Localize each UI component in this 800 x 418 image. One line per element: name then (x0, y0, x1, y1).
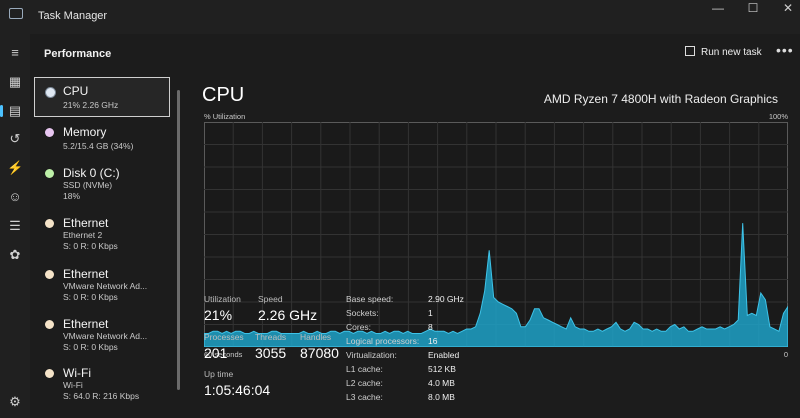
ethernet-dot-icon (45, 320, 54, 329)
minimize-button[interactable]: — (712, 1, 724, 15)
processes-icon[interactable]: ▦ (8, 74, 22, 89)
device-disk[interactable]: Disk 0 (C:) SSD (NVMe) 18% (34, 159, 170, 203)
device-wifi[interactable]: Wi-Fi Wi-Fi S: 64.0 R: 216 Kbps (34, 359, 170, 403)
device-list: CPU 21% 2.26 GHz Memory 5.2/15.4 GB (34%… (34, 76, 174, 418)
device-name: Ethernet (63, 267, 109, 281)
device-cpu[interactable]: CPU 21% 2.26 GHz (34, 77, 170, 117)
utilization-axis-label: % Utilization (204, 112, 246, 121)
device-detail: S: 0 R: 0 Kbps (63, 342, 118, 352)
spec-key: Base speed: (346, 294, 394, 304)
processor-name: AMD Ryzen 7 4800H with Radeon Graphics (543, 92, 778, 106)
device-detail: SSD (NVMe) (63, 180, 113, 190)
speed-label: Speed (258, 294, 283, 304)
device-detail: 18% (63, 191, 81, 201)
device-detail: S: 0 R: 0 Kbps (63, 292, 118, 302)
device-name: Disk 0 (C:) (63, 166, 120, 180)
utilization-label: Utilization (204, 294, 241, 304)
panel-title: CPU (202, 84, 245, 106)
graph-grid (204, 122, 788, 347)
uptime-label: Up time (204, 369, 234, 379)
left-navigation: ≡ ▦ ▤ ↺ ⚡ ☺ ☰ ✿ ⚙ (0, 34, 30, 418)
device-detail: S: 0 R: 0 Kbps (63, 241, 118, 251)
spec-value: 8 (428, 322, 433, 332)
device-detail: 21% 2.26 GHz (63, 100, 119, 110)
details-icon[interactable]: ☰ (9, 218, 21, 233)
window-title: Task Manager (38, 10, 108, 22)
device-detail: VMware Network Ad... (63, 281, 148, 291)
spec-key: Sockets: (346, 308, 379, 318)
max-percent-label: 100% (768, 112, 788, 121)
device-detail: Wi-Fi (63, 380, 83, 390)
disk-dot-icon (45, 169, 54, 178)
device-ethernet-1[interactable]: Ethernet Ethernet 2 S: 0 R: 0 Kbps (34, 209, 170, 253)
spec-key: L1 cache: (346, 364, 383, 374)
device-ethernet-3[interactable]: Ethernet VMware Network Ad... S: 0 R: 0 … (34, 310, 170, 354)
device-memory[interactable]: Memory 5.2/15.4 GB (34%) (34, 118, 170, 158)
device-detail: 5.2/15.4 GB (34%) (63, 141, 134, 151)
device-name: Memory (63, 125, 107, 139)
app-history-icon[interactable]: ↺ (9, 131, 21, 146)
time-span-label: 60 seconds (204, 350, 243, 359)
cpu-utilization-graph (204, 122, 788, 347)
device-detail: S: 64.0 R: 216 Kbps (63, 391, 140, 401)
spec-key: Cores: (346, 322, 372, 332)
processes-value: 201 (204, 345, 228, 361)
spec-key: L3 cache: (346, 392, 383, 402)
title-bar: Task Manager — ☐ ✕ (0, 0, 800, 34)
spec-value: Enabled (428, 350, 460, 360)
device-detail: Ethernet 2 (63, 230, 103, 240)
ethernet-dot-icon (45, 270, 54, 279)
spec-value: 2.90 GHz (428, 294, 464, 304)
cpu-dot-icon (45, 87, 56, 98)
run-new-task-button[interactable]: Run new task (685, 43, 762, 63)
settings-icon[interactable]: ⚙ (9, 394, 21, 409)
task-manager-icon (9, 8, 23, 19)
run-task-icon (685, 46, 695, 56)
spec-key: Logical processors: (346, 336, 420, 346)
device-ethernet-2[interactable]: Ethernet VMware Network Ad... S: 0 R: 0 … (34, 260, 170, 304)
users-icon[interactable]: ☺ (8, 189, 22, 204)
maximize-button[interactable]: ☐ (747, 1, 759, 15)
services-icon[interactable]: ✿ (9, 247, 21, 262)
device-list-scrollbar[interactable] (177, 90, 180, 390)
threads-label: Threads (255, 332, 287, 342)
spec-key: L2 cache: (346, 378, 383, 388)
device-name: CPU (63, 84, 89, 98)
spec-value: 512 KB (428, 364, 456, 374)
startup-icon[interactable]: ⚡ (7, 160, 24, 175)
device-name: Ethernet (63, 216, 109, 230)
min-percent-label: 0 (783, 350, 788, 359)
spec-value: 8.0 MB (428, 392, 455, 402)
speed-value: 2.26 GHz (258, 307, 318, 323)
processes-label: Processes (204, 332, 244, 342)
more-options-button[interactable]: ••• (776, 42, 794, 58)
threads-value: 3055 (255, 345, 287, 361)
spec-value: 4.0 MB (428, 378, 455, 388)
uptime-value: 1:05:46:04 (204, 382, 271, 398)
device-detail: VMware Network Ad... (63, 331, 148, 341)
ethernet-dot-icon (45, 219, 54, 228)
menu-icon[interactable]: ≡ (11, 45, 19, 60)
device-name: Wi-Fi (63, 366, 91, 380)
device-name: Ethernet (63, 317, 109, 331)
wifi-dot-icon (45, 369, 54, 378)
close-button[interactable]: ✕ (782, 1, 794, 15)
handles-value: 87080 (300, 345, 339, 361)
spec-value: 1 (428, 308, 433, 318)
cpu-panel: CPU AMD Ryzen 7 4800H with Radeon Graphi… (190, 74, 800, 418)
spec-key: Virtualization: (346, 350, 397, 360)
performance-icon[interactable]: ▤ (0, 103, 22, 118)
spec-value: 16 (428, 336, 438, 346)
run-new-task-label: Run new task (701, 47, 762, 58)
handles-label: Handles (300, 332, 332, 342)
memory-dot-icon (45, 128, 54, 137)
utilization-area (204, 223, 788, 347)
header: Performance Run new task ••• (30, 34, 800, 74)
utilization-value: 21% (204, 307, 233, 323)
page-title: Performance (44, 48, 112, 60)
